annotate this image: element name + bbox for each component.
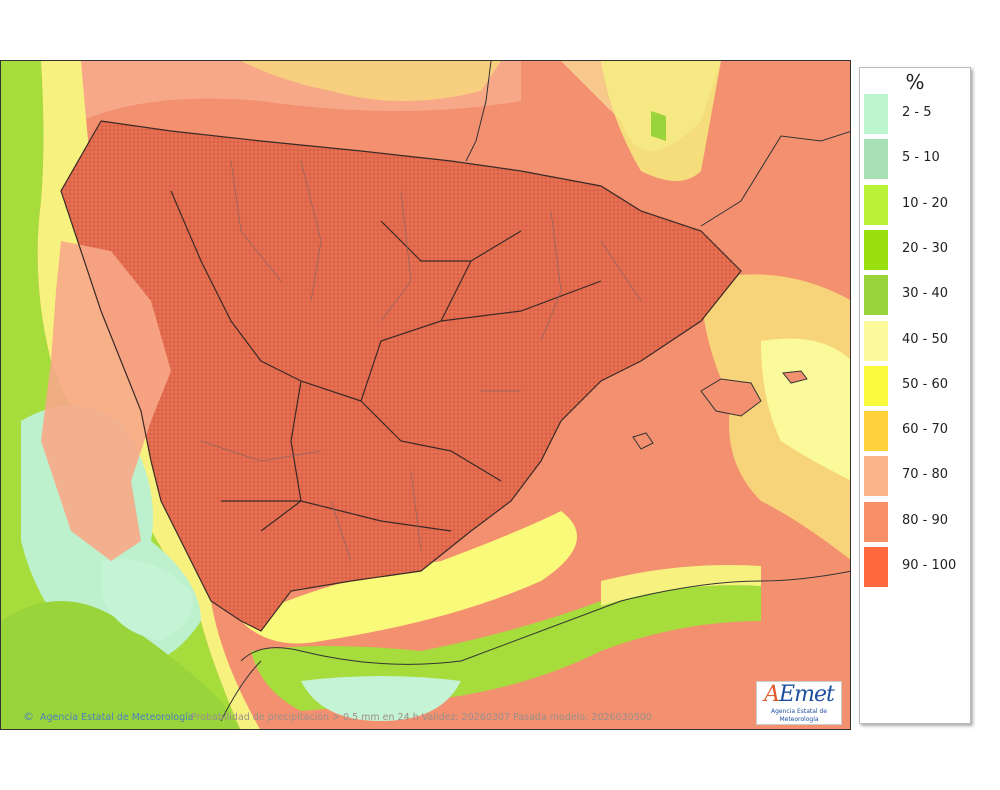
legend-item: 20 - 30 — [864, 229, 968, 270]
legend-swatch — [864, 320, 888, 361]
legend-item: 5 - 10 — [864, 139, 968, 180]
legend-label: 20 - 30 — [902, 240, 949, 256]
legend-label: 70 - 80 — [902, 467, 949, 483]
legend-label: 50 - 60 — [902, 376, 949, 392]
france-coast — [465, 61, 492, 162]
legend-label: 5 - 10 — [902, 150, 940, 166]
legend-title: % — [905, 70, 925, 94]
alboran-band — [241, 511, 577, 644]
north-africa-yellow — [601, 565, 761, 606]
africa-border — [220, 660, 262, 722]
legend-label: 10 - 20 — [902, 195, 949, 211]
aemet-logo-subtitle: Agencia Estatal de Meteorología — [770, 708, 827, 723]
africa-coast — [240, 570, 850, 665]
copyright-credit: © Agencia Estatal de Meteorología — [23, 710, 194, 723]
copyright-icon: © — [23, 710, 34, 723]
province-borders — [200, 160, 642, 562]
legend-label: 30 - 40 — [902, 286, 949, 302]
north-yellow — [241, 61, 501, 101]
portugal-land — [41, 241, 171, 561]
legend-swatch — [864, 547, 888, 587]
credit-text: Agencia Estatal de Meteorología — [40, 712, 194, 723]
legend-item: 80 - 90 — [864, 501, 968, 542]
france-green — [651, 111, 666, 141]
legend-label: 60 - 70 — [902, 422, 949, 438]
precipitation-map: © Agencia Estatal de Meteorología Probab… — [0, 60, 851, 730]
color-legend: % 2 - 5 5 - 10 10 - 20 20 - 30 30 - 40 40 - 5… — [859, 67, 971, 724]
aemet-logo-letter: A — [764, 682, 780, 707]
legend-item: 40 - 50 — [864, 320, 968, 361]
legend-swatch — [864, 139, 888, 180]
legend-swatch — [864, 456, 888, 497]
legend-item: 90 - 100 — [864, 547, 968, 587]
aemet-logo-mark: AEmet — [757, 682, 841, 708]
africa-mint — [301, 676, 461, 721]
legend-label: 2 - 5 — [902, 105, 932, 120]
aemet-logo: AEmet Agencia Estatal de Meteorología — [756, 681, 842, 725]
iberia-land — [61, 121, 741, 631]
legend-swatch — [864, 275, 888, 316]
legend-item: 10 - 20 — [864, 184, 968, 225]
legend-item: 50 - 60 — [864, 365, 968, 406]
cadiz-mint-2 — [101, 559, 193, 641]
region-borders — [60, 120, 742, 632]
cadiz-green — [1, 601, 240, 729]
menorca — [782, 370, 808, 384]
legend-item: 2 - 5 — [864, 94, 968, 134]
legend-swatch — [864, 184, 888, 225]
legend-swatch — [864, 94, 888, 134]
ibiza — [632, 432, 654, 450]
map-canvas — [1, 61, 850, 729]
map-caption: Probabilidad de precipitación > 0.5 mm e… — [191, 712, 652, 723]
legend-item: 30 - 40 — [864, 275, 968, 316]
mallorca — [700, 378, 762, 417]
legend-label: 80 - 90 — [902, 512, 949, 528]
legend-label: 40 - 50 — [902, 331, 949, 347]
legend-swatch — [864, 229, 888, 270]
legend-swatch — [864, 501, 888, 542]
legend-swatch — [864, 411, 888, 452]
aemet-logo-rest: Emet — [779, 682, 835, 707]
legend-item: 70 - 80 — [864, 456, 968, 497]
gulf-lion-coast — [700, 131, 850, 227]
legend-label: 90 - 100 — [902, 558, 957, 573]
legend-swatch — [864, 365, 888, 406]
legend-item: 60 - 70 — [864, 411, 968, 452]
